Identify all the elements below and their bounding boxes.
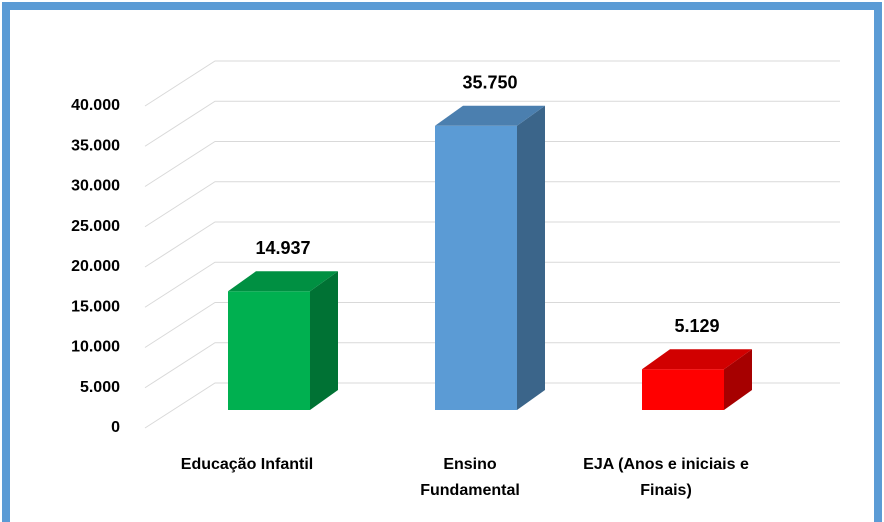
grid-line: [144, 382, 840, 429]
bar-side: [517, 105, 545, 410]
grid-line: [144, 141, 840, 187]
value-label: 5.129: [674, 316, 719, 336]
grid-line: [144, 181, 840, 228]
bar-top: [228, 271, 338, 292]
value-label: 14.937: [255, 238, 310, 258]
x-tick-label: Ensino Fundamental: [420, 456, 520, 499]
y-tick-label: 10.000: [71, 339, 120, 356]
grid-line: [144, 302, 840, 348]
bar-front: [435, 125, 517, 410]
y-tick-label: 20.000: [71, 258, 120, 275]
y-tick-label: 40.000: [71, 97, 120, 114]
y-tick-label: 15.000: [71, 298, 120, 315]
grid-line: [144, 261, 840, 308]
y-tick-label: 5.000: [80, 379, 120, 396]
y-tick-label: 30.000: [71, 178, 120, 195]
grid-line: [144, 60, 840, 107]
grid-line: [144, 221, 840, 268]
bar-front: [228, 291, 310, 410]
grid-line: [144, 342, 840, 389]
value-label: 35.750: [462, 73, 517, 93]
grid: [144, 60, 840, 429]
grid-line: [144, 100, 840, 147]
bar-top: [642, 349, 752, 370]
bar-side: [310, 271, 338, 410]
x-tick-label: Educação Infantil: [180, 456, 314, 473]
y-tick-label: 0: [111, 419, 120, 436]
bar-side: [724, 349, 752, 410]
bar-front: [642, 369, 724, 410]
bar-top: [435, 105, 545, 126]
x-tick-label: EJA (Anos e iniciais e Finais): [583, 456, 749, 499]
y-tick-label: 25.000: [71, 218, 120, 235]
bars: [228, 105, 752, 410]
y-tick-label: 35.000: [71, 137, 120, 154]
